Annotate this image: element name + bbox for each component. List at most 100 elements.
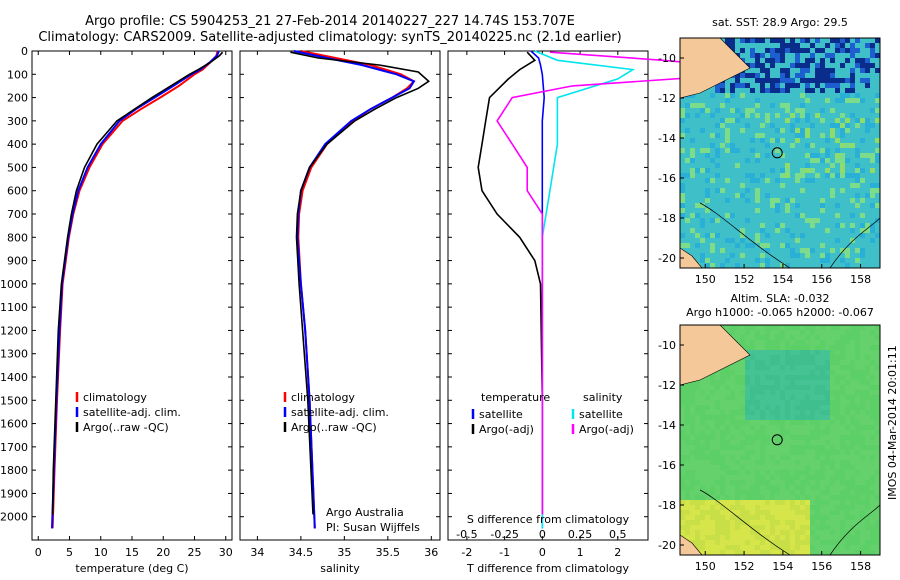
map-cell (815, 68, 820, 73)
map-cell (815, 123, 820, 128)
map-cell (740, 53, 745, 58)
map-cell (700, 500, 705, 505)
map-cell (830, 525, 835, 530)
map-cell (820, 360, 825, 365)
map-cell (785, 38, 790, 43)
map-cell (840, 440, 845, 445)
legend-header-temperature: temperature (481, 391, 550, 404)
map-cell (730, 233, 735, 238)
map-cell (800, 530, 805, 535)
map-cell (720, 243, 725, 248)
map-cell (785, 430, 790, 435)
map-cell (800, 515, 805, 520)
map-cell (825, 425, 830, 430)
salinity-tick-label: 0.5 (609, 528, 627, 541)
map-cell (755, 163, 760, 168)
map-cell (825, 340, 830, 345)
map-cell (830, 258, 835, 263)
map-cell (690, 178, 695, 183)
map-cell (730, 198, 735, 203)
map-cell (870, 400, 875, 405)
map-cell (825, 198, 830, 203)
map-cell (780, 440, 785, 445)
map-cell (745, 345, 750, 350)
map-cell (745, 495, 750, 500)
map-cell (785, 480, 790, 485)
map-cell (700, 148, 705, 153)
map-cell (795, 390, 800, 395)
map-cell (700, 163, 705, 168)
map-cell (780, 38, 785, 43)
map-cell (730, 485, 735, 490)
map-cell (770, 480, 775, 485)
map-cell (800, 505, 805, 510)
map-cell (735, 505, 740, 510)
map-cell (805, 370, 810, 375)
map-cell (860, 470, 865, 475)
map-cell (695, 93, 700, 98)
map-cell (770, 233, 775, 238)
map-cell (845, 505, 850, 510)
map-cell (830, 435, 835, 440)
map-cell (755, 535, 760, 540)
map-cell (745, 158, 750, 163)
map-cell (745, 213, 750, 218)
map-cell (790, 335, 795, 340)
map-cell (780, 113, 785, 118)
map-cell (840, 188, 845, 193)
map-cell (875, 233, 880, 238)
map-cell (740, 43, 745, 48)
map-cell (755, 410, 760, 415)
map-cell (795, 485, 800, 490)
map-cell (835, 445, 840, 450)
map-cell (710, 248, 715, 253)
map-cell (690, 510, 695, 515)
map-cell (765, 480, 770, 485)
map-cell (825, 345, 830, 350)
map-cell (700, 218, 705, 223)
map-cell (685, 228, 690, 233)
map-cell (875, 395, 880, 400)
map-cell (740, 455, 745, 460)
map-cell (710, 128, 715, 133)
map-cell (845, 118, 850, 123)
map-cell (785, 183, 790, 188)
map-cell (725, 490, 730, 495)
map-cell (790, 405, 795, 410)
map-cell (765, 118, 770, 123)
map-cell (845, 400, 850, 405)
map-cell (825, 440, 830, 445)
map-cell (705, 213, 710, 218)
map-cell (775, 470, 780, 475)
map-cell (845, 48, 850, 53)
map-cell (760, 455, 765, 460)
map-cell (730, 535, 735, 540)
map-cell (740, 223, 745, 228)
map-cell (720, 223, 725, 228)
map-cell (745, 480, 750, 485)
map-cell (720, 158, 725, 163)
map-cell (750, 365, 755, 370)
map-cell (780, 350, 785, 355)
map-cell (720, 515, 725, 520)
map-cell (735, 325, 740, 330)
map-cell (785, 540, 790, 545)
map-cell (850, 375, 855, 380)
map-cell (740, 480, 745, 485)
bathymetry-contour (829, 217, 881, 269)
map-cell (715, 213, 720, 218)
map-cell (750, 213, 755, 218)
map-cell (800, 340, 805, 345)
map-cell (835, 223, 840, 228)
map-cell (680, 198, 685, 203)
map-cell (815, 83, 820, 88)
map-cell (815, 375, 820, 380)
map-cell (795, 88, 800, 93)
map-cell (705, 178, 710, 183)
map-cell (830, 335, 835, 340)
sla-map-title: Altim. SLA: -0.032 (730, 292, 830, 305)
map-cell (700, 98, 705, 103)
map-cell (875, 410, 880, 415)
map-cell (865, 530, 870, 535)
map-cell (775, 465, 780, 470)
